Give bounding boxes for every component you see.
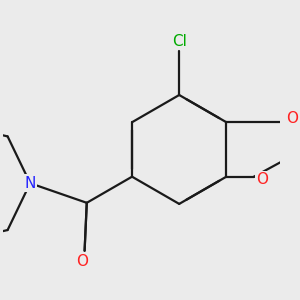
- Text: O: O: [256, 172, 268, 188]
- Text: O: O: [286, 112, 298, 127]
- Text: N: N: [25, 176, 36, 191]
- Text: Cl: Cl: [172, 34, 187, 49]
- Text: O: O: [76, 254, 88, 269]
